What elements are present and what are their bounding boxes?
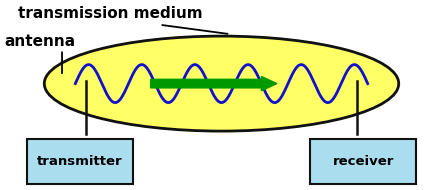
- Text: transmission medium: transmission medium: [18, 6, 202, 21]
- Text: transmitter: transmitter: [37, 155, 123, 168]
- FancyBboxPatch shape: [310, 139, 416, 184]
- Text: receiver: receiver: [333, 155, 394, 168]
- FancyArrow shape: [151, 76, 277, 91]
- Ellipse shape: [44, 36, 399, 131]
- Text: antenna: antenna: [4, 34, 76, 49]
- FancyBboxPatch shape: [27, 139, 133, 184]
